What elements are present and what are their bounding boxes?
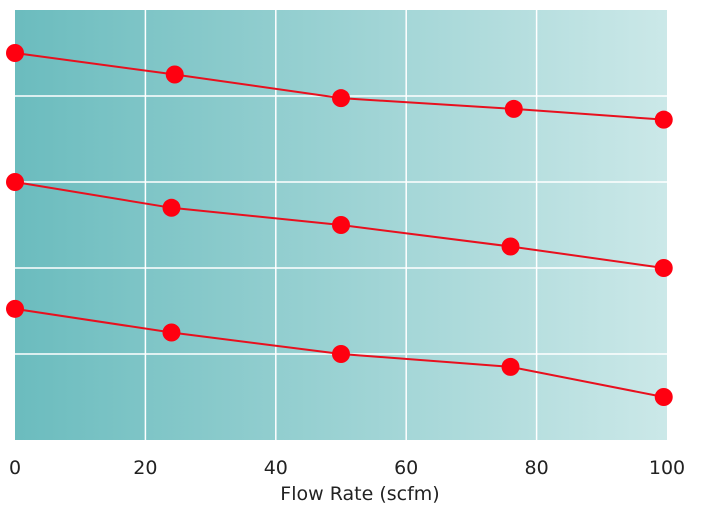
series-group (6, 44, 673, 406)
x-tick-labels: 0 20 40 60 80 100 (9, 457, 685, 479)
x-axis-title: Flow Rate (scfm) (280, 483, 439, 505)
data-point (504, 99, 523, 118)
data-point (501, 237, 520, 256)
x-tick-label: 80 (525, 457, 549, 479)
data-point (332, 216, 350, 234)
data-point (165, 65, 184, 84)
data-point (162, 198, 181, 217)
data-point (162, 323, 181, 342)
data-point (332, 345, 350, 363)
data-point (654, 259, 673, 277)
grid (15, 10, 667, 440)
x-tick-label: 60 (394, 457, 418, 479)
data-point (654, 388, 673, 406)
data-point (332, 89, 350, 108)
data-point (6, 44, 24, 62)
data-point (654, 110, 673, 129)
series-2 (6, 173, 673, 277)
data-point (6, 173, 24, 191)
x-tick-label: 0 (9, 457, 21, 479)
series-3 (6, 299, 673, 406)
x-tick-label: 40 (264, 457, 288, 479)
data-point (501, 357, 520, 376)
series-1 (6, 44, 673, 129)
x-tick-label: 100 (649, 457, 685, 479)
data-point (6, 299, 24, 318)
x-tick-label: 20 (133, 457, 157, 479)
